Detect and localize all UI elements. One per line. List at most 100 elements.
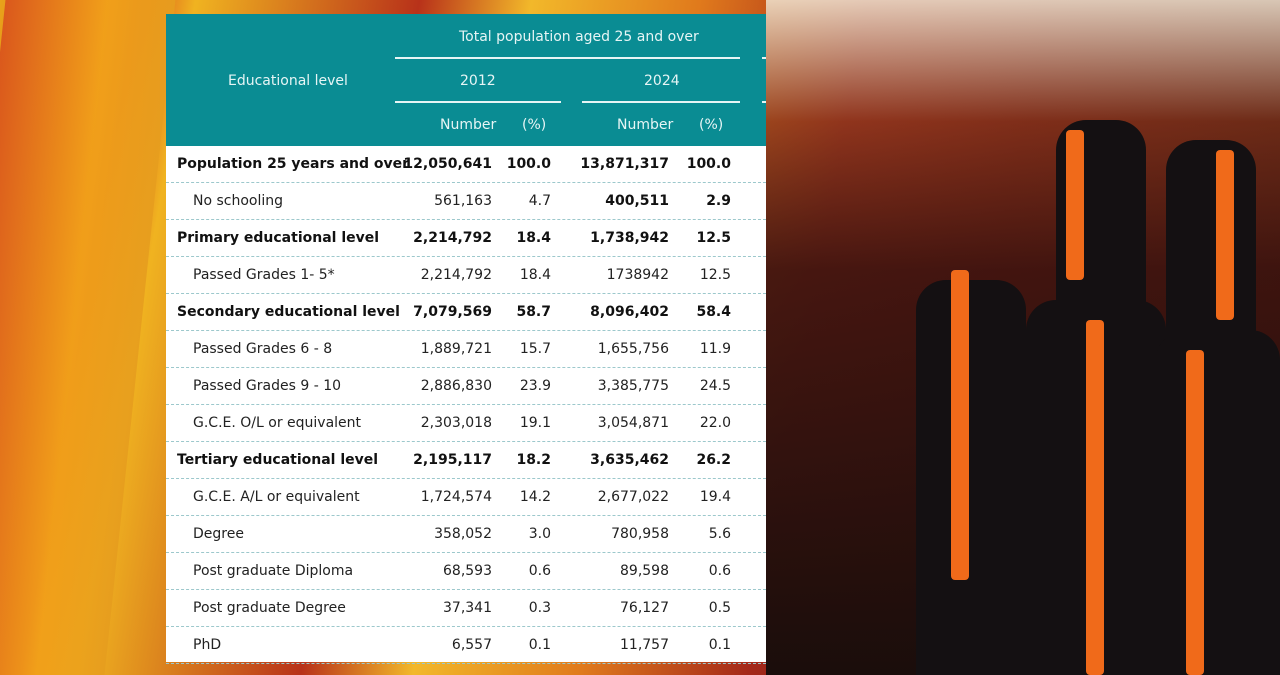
row-label: PhD (193, 637, 222, 653)
row-label: Passed Grades 1- 5* (193, 267, 335, 283)
number-2024: 8,096,402 (590, 304, 669, 320)
percent-2012: 14.2 (519, 489, 551, 505)
percent-header-2024: (%) (699, 117, 724, 133)
percent-2012: 19.1 (519, 415, 551, 431)
table-row: Passed Grades 9 - 10 2,886,830 23.9 3,385,7… (166, 368, 766, 405)
percent-2024: 24.5 (699, 378, 731, 394)
table-row: Population 25 years and over 12,050,641 10… (166, 146, 766, 183)
table-header: Total population aged 25 and over Educat… (166, 14, 766, 146)
table-row: Post graduate Diploma 68,593 0.6 89,598 0.6 (166, 553, 766, 590)
table-row: Passed Grades 6 - 8 1,889,721 15.7 1,655,75… (166, 331, 766, 368)
number-2024: 11,757 (620, 637, 669, 653)
header-divider (582, 101, 740, 103)
row-label: Post graduate Degree (193, 600, 346, 616)
percent-header-2012: (%) (522, 117, 547, 133)
number-header-2024: Number (617, 117, 674, 133)
percent-2024: 0.5 (708, 600, 731, 616)
percent-2024: 19.4 (699, 489, 731, 505)
number-2012: 6,557 (451, 637, 492, 653)
row-label: Population 25 years and over (177, 156, 410, 172)
number-2024: 13,871,317 (580, 156, 669, 172)
percent-2024: 100.0 (686, 156, 731, 172)
year-2024-header: 2024 (644, 73, 680, 89)
row-label: Passed Grades 6 - 8 (193, 341, 333, 357)
percent-2012: 0.6 (528, 563, 551, 579)
table-row: Degree 358,052 3.0 780,958 5.6 (166, 516, 766, 553)
row-label: G.C.E. O/L or equivalent (193, 415, 362, 431)
percent-2012: 18.4 (516, 230, 551, 246)
number-2024: 2,677,022 (597, 489, 669, 505)
table-row: G.C.E. A/L or equivalent 1,724,574 14.2 2,6… (166, 479, 766, 516)
number-2024: 3,635,462 (590, 452, 669, 468)
number-2012: 2,886,830 (420, 378, 492, 394)
education-table: Total population aged 25 and over Educat… (166, 14, 766, 664)
number-2012: 1,724,574 (420, 489, 492, 505)
row-label: No schooling (193, 193, 284, 209)
percent-2012: 18.4 (519, 267, 551, 283)
number-2012: 2,214,792 (413, 230, 492, 246)
row-label: G.C.E. A/L or equivalent (193, 489, 360, 505)
stub-header: Educational level (228, 73, 348, 89)
number-2024: 3,385,775 (597, 378, 669, 394)
percent-2024: 0.1 (708, 637, 731, 653)
header-divider (395, 57, 740, 59)
number-2012: 12,050,641 (403, 156, 492, 172)
number-2012: 2,195,117 (413, 452, 492, 468)
flag-background (0, 0, 176, 675)
graduates-photo (766, 0, 1280, 675)
number-2024: 76,127 (620, 600, 669, 616)
number-2024: 1738942 (606, 267, 669, 283)
table-row: Primary educational level 2,214,792 18.4 1,… (166, 220, 766, 257)
table-row: G.C.E. O/L or equivalent 2,303,018 19.1 3,0… (166, 405, 766, 442)
number-2024: 400,511 (605, 193, 669, 209)
number-2024: 3,054,871 (597, 415, 669, 431)
percent-2024: 11.9 (699, 341, 731, 357)
number-2024: 1,655,756 (597, 341, 669, 357)
group-header: Total population aged 25 and over (459, 29, 699, 45)
percent-2012: 100.0 (506, 156, 551, 172)
number-2012: 37,341 (443, 600, 492, 616)
table-row: No schooling 561,163 4.7 400,511 2.9 (166, 183, 766, 220)
percent-2024: 2.9 (706, 193, 731, 209)
table-row: PhD 6,557 0.1 11,757 0.1 (166, 627, 766, 664)
percent-2024: 12.5 (696, 230, 731, 246)
number-2024: 780,958 (611, 526, 669, 542)
number-2012: 2,303,018 (420, 415, 492, 431)
table-row: Secondary educational level 7,079,569 58.7… (166, 294, 766, 331)
percent-2024: 5.6 (708, 526, 731, 542)
percent-2012: 23.9 (519, 378, 551, 394)
percent-2024: 22.0 (699, 415, 731, 431)
percent-2024: 26.2 (696, 452, 731, 468)
header-divider (395, 101, 561, 103)
number-2024: 1,738,942 (590, 230, 669, 246)
row-label: Passed Grades 9 - 10 (193, 378, 342, 394)
number-2012: 2,214,792 (420, 267, 492, 283)
percent-2012: 15.7 (519, 341, 551, 357)
row-label: Secondary educational level (177, 304, 400, 320)
percent-2024: 0.6 (708, 563, 731, 579)
number-2012: 358,052 (434, 526, 492, 542)
table-row: Tertiary educational level 2,195,117 18.2 3… (166, 442, 766, 479)
percent-2024: 12.5 (699, 267, 731, 283)
number-header-2012: Number (440, 117, 497, 133)
percent-2012: 58.7 (516, 304, 551, 320)
header-divider (762, 57, 766, 59)
percent-2012: 4.7 (528, 193, 551, 209)
row-label: Post graduate Diploma (193, 563, 354, 579)
number-2012: 561,163 (434, 193, 492, 209)
number-2012: 1,889,721 (420, 341, 492, 357)
table-row: Passed Grades 1- 5* 2,214,792 18.4 1738942 1… (166, 257, 766, 294)
percent-2024: 58.4 (696, 304, 731, 320)
percent-2012: 3.0 (528, 526, 551, 542)
percent-2012: 0.1 (528, 637, 551, 653)
percent-2012: 0.3 (528, 600, 551, 616)
header-divider (762, 101, 766, 103)
number-2012: 68,593 (443, 563, 492, 579)
row-label: Tertiary educational level (177, 452, 379, 468)
row-label: Primary educational level (177, 230, 380, 246)
number-2024: 89,598 (620, 563, 669, 579)
table-row: Post graduate Degree 37,341 0.3 76,127 0.5 (166, 590, 766, 627)
number-2012: 7,079,569 (413, 304, 492, 320)
year-2012-header: 2012 (460, 73, 496, 89)
percent-2012: 18.2 (516, 452, 551, 468)
